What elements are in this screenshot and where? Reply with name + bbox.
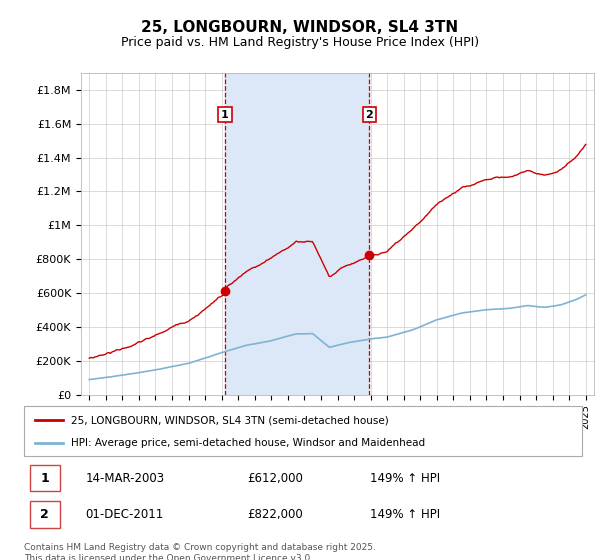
Text: 25, LONGBOURN, WINDSOR, SL4 3TN: 25, LONGBOURN, WINDSOR, SL4 3TN [142, 20, 458, 35]
FancyBboxPatch shape [24, 406, 582, 456]
Text: 2: 2 [40, 508, 49, 521]
Text: Price paid vs. HM Land Registry's House Price Index (HPI): Price paid vs. HM Land Registry's House … [121, 36, 479, 49]
FancyBboxPatch shape [29, 465, 60, 492]
Text: 14-MAR-2003: 14-MAR-2003 [85, 472, 164, 484]
Bar [225, 73, 369, 395]
Text: 2: 2 [365, 110, 373, 120]
Text: £822,000: £822,000 [247, 508, 303, 521]
Text: £612,000: £612,000 [247, 472, 303, 484]
Text: 1: 1 [221, 110, 229, 120]
Text: 25, LONGBOURN, WINDSOR, SL4 3TN (semi-detached house): 25, LONGBOURN, WINDSOR, SL4 3TN (semi-de… [71, 415, 389, 425]
Text: HPI: Average price, semi-detached house, Windsor and Maidenhead: HPI: Average price, semi-detached house,… [71, 438, 425, 449]
Text: 01-DEC-2011: 01-DEC-2011 [85, 508, 164, 521]
Text: 149% ↑ HPI: 149% ↑ HPI [370, 472, 440, 484]
Text: 1: 1 [40, 472, 49, 484]
Text: Contains HM Land Registry data © Crown copyright and database right 2025.
This d: Contains HM Land Registry data © Crown c… [24, 543, 376, 560]
Text: 149% ↑ HPI: 149% ↑ HPI [370, 508, 440, 521]
FancyBboxPatch shape [29, 501, 60, 528]
